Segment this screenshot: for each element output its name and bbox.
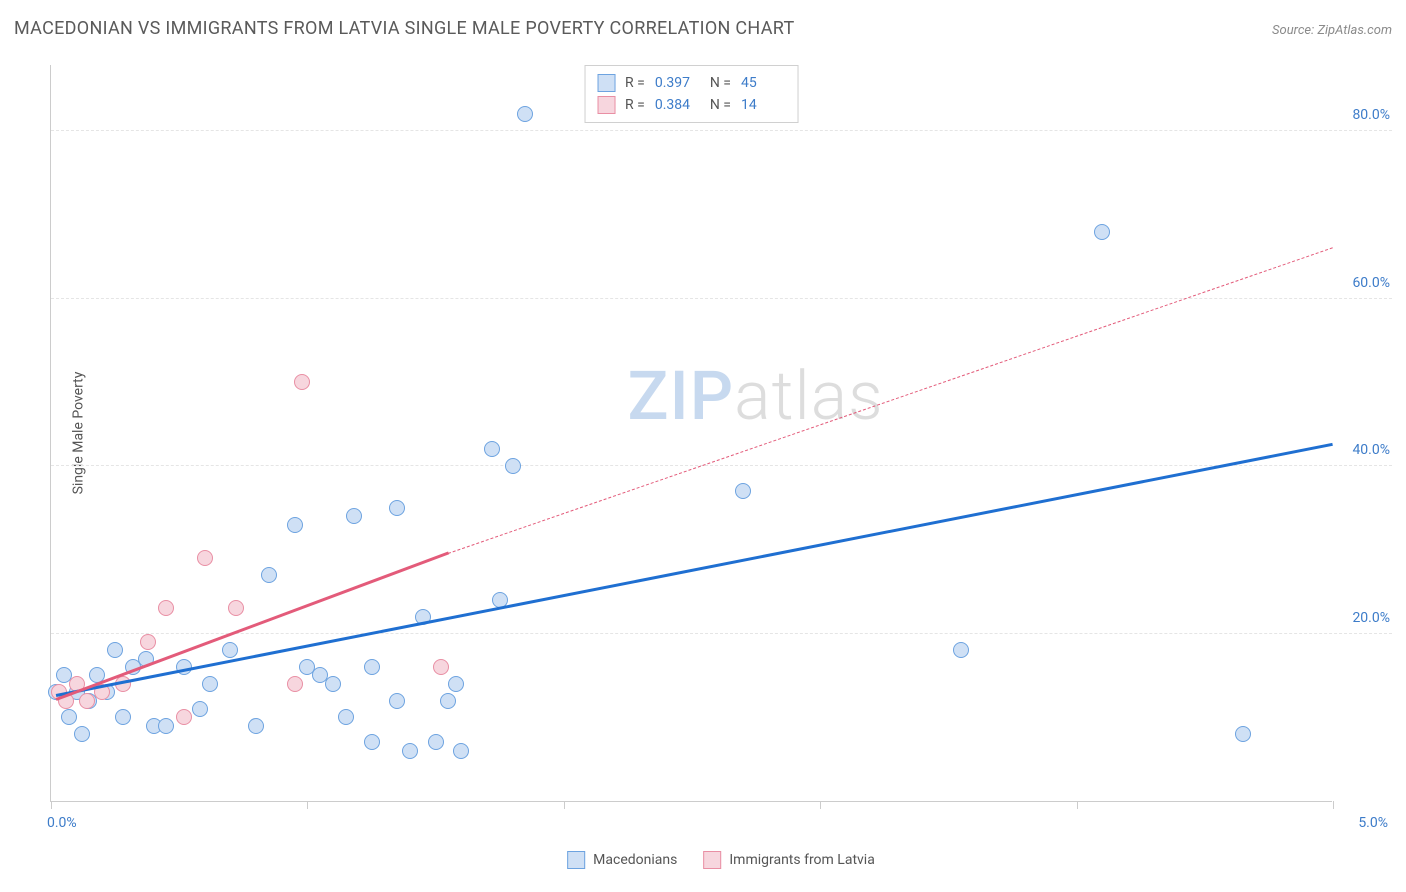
data-point: [448, 676, 464, 692]
n-label: N =: [710, 97, 731, 113]
y-tick-label: 60.0%: [1352, 275, 1390, 291]
n-value: 14: [741, 97, 786, 113]
trend-line: [56, 443, 1333, 697]
data-point: [176, 709, 192, 725]
series-swatch: [597, 96, 615, 114]
data-point: [248, 718, 264, 734]
data-point: [346, 508, 362, 524]
x-min-label: 0.0%: [47, 815, 77, 831]
data-point: [389, 693, 405, 709]
gridline: [51, 298, 1392, 299]
data-point: [325, 676, 341, 692]
data-point: [228, 600, 244, 616]
data-point: [202, 676, 218, 692]
source-name: ZipAtlas.com: [1317, 23, 1392, 38]
x-tick: [307, 801, 308, 809]
plot-area: Single Male Poverty ZIPatlas R = 0.397 N =…: [50, 65, 1332, 802]
data-point: [338, 709, 354, 725]
watermark-zip: ZIP: [627, 356, 734, 436]
gridline: [51, 633, 1392, 634]
trend-line: [56, 552, 449, 701]
chart-container: Single Male Poverty ZIPatlas R = 0.397 N =…: [50, 55, 1392, 837]
data-point: [158, 718, 174, 734]
x-tick: [51, 801, 52, 809]
watermark: ZIPatlas: [627, 356, 883, 436]
y-axis-label: Single Male Poverty: [70, 372, 86, 495]
legend-swatch: [703, 851, 721, 869]
r-label: R =: [625, 75, 645, 91]
data-point: [294, 374, 310, 390]
y-tick-label: 40.0%: [1352, 442, 1390, 458]
data-point: [61, 709, 77, 725]
y-tick-label: 80.0%: [1352, 107, 1390, 123]
data-point: [484, 441, 500, 457]
r-value: 0.384: [655, 97, 700, 113]
chart-title: MACEDONIAN VS IMMIGRANTS FROM LATVIA SIN…: [14, 18, 795, 39]
data-point: [364, 734, 380, 750]
data-point: [453, 743, 469, 759]
source-label: Source: ZipAtlas.com: [1272, 23, 1392, 38]
legend-item: Macedonians: [567, 851, 677, 869]
data-point: [107, 642, 123, 658]
data-point: [402, 743, 418, 759]
bottom-legend: Macedonians Immigrants from Latvia: [567, 851, 875, 869]
gridline: [51, 130, 1392, 131]
y-tick-label: 20.0%: [1352, 610, 1390, 626]
data-point: [197, 550, 213, 566]
data-point: [287, 517, 303, 533]
series-swatch: [597, 74, 615, 92]
data-point: [364, 659, 380, 675]
x-tick: [820, 801, 821, 809]
data-point: [158, 600, 174, 616]
data-point: [79, 693, 95, 709]
x-tick: [564, 801, 565, 809]
legend-swatch: [567, 851, 585, 869]
data-point: [261, 567, 277, 583]
n-label: N =: [710, 75, 731, 91]
data-point: [115, 709, 131, 725]
data-point: [433, 659, 449, 675]
title-bar: MACEDONIAN VS IMMIGRANTS FROM LATVIA SIN…: [14, 18, 1392, 39]
stats-row: R = 0.384 N = 14: [597, 94, 786, 116]
data-point: [505, 458, 521, 474]
data-point: [1235, 726, 1251, 742]
stats-box: R = 0.397 N = 45 R = 0.384 N = 14: [584, 65, 799, 123]
data-point: [953, 642, 969, 658]
watermark-atlas: atlas: [734, 356, 884, 436]
x-tick: [1077, 801, 1078, 809]
data-point: [517, 106, 533, 122]
trend-line: [448, 247, 1333, 554]
x-tick: [1333, 801, 1334, 809]
data-point: [192, 701, 208, 717]
legend-label: Immigrants from Latvia: [729, 852, 874, 868]
x-max-label: 5.0%: [1358, 815, 1388, 831]
gridline: [51, 465, 1392, 466]
data-point: [735, 483, 751, 499]
data-point: [74, 726, 90, 742]
stats-row: R = 0.397 N = 45: [597, 72, 786, 94]
n-value: 45: [741, 75, 786, 91]
data-point: [428, 734, 444, 750]
r-label: R =: [625, 97, 645, 113]
data-point: [1094, 224, 1110, 240]
data-point: [140, 634, 156, 650]
legend-label: Macedonians: [593, 852, 677, 868]
r-value: 0.397: [655, 75, 700, 91]
legend-item: Immigrants from Latvia: [703, 851, 874, 869]
data-point: [389, 500, 405, 516]
data-point: [287, 676, 303, 692]
data-point: [222, 642, 238, 658]
data-point: [440, 693, 456, 709]
